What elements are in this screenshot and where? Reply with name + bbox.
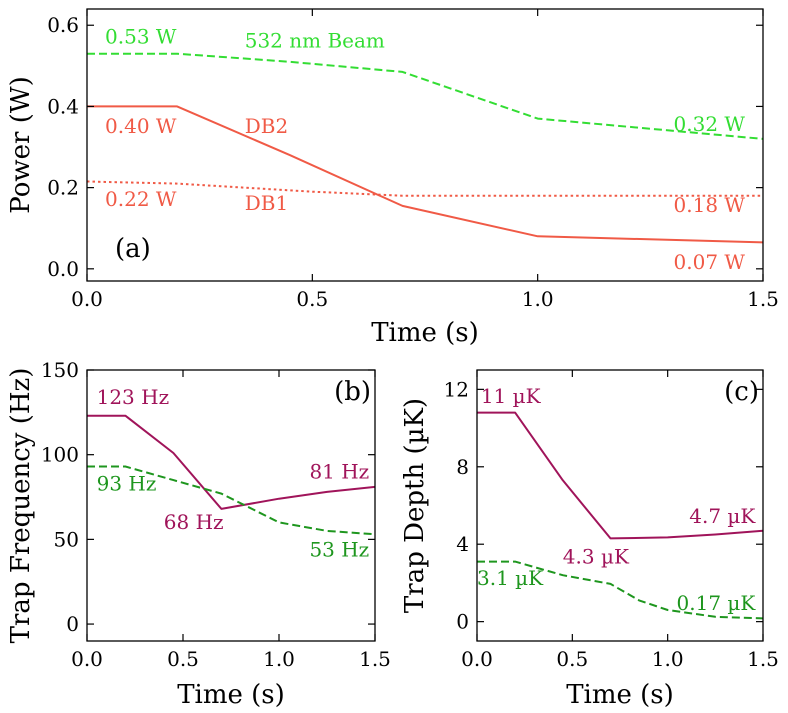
x-tick-label: 0.5 [556,647,588,671]
y-tick-label: 0 [456,610,469,634]
x-tick-label: 1.0 [263,647,295,671]
series-group [87,52,763,244]
panel-label: (a) [115,234,151,264]
annotation-label: 0.17 µK [677,591,757,615]
y-axis-label: Trap Depth (µK) [400,398,430,613]
series-group [477,411,763,620]
annotation-label: DB2 [245,114,288,138]
annotation-label: 81 Hz [309,459,369,483]
x-tick-label: 0.5 [167,647,199,671]
annotation-label: 68 Hz [164,510,224,534]
y-tick-label: 0.2 [47,176,79,200]
y-tick-label: 12 [444,377,469,401]
panel-a: 0.0 0.5 1.0 1.5 0.0 0.2 0.4 0.6 Time (s) Power (W… [6,8,779,348]
x-tick-label: 1.0 [522,287,554,311]
annotation-label: 11 µK [481,384,542,408]
y-tick-label: 50 [54,527,79,551]
annotation-label: 532 nm Beam [245,29,385,53]
x-axis-label: Time (s) [566,680,674,710]
series-line-db1 [87,180,763,197]
x-axis-label: Time (s) [177,680,285,710]
series-line-532-nm-beam [87,52,763,140]
annotation-label: 123 Hz [97,385,170,409]
y-tick-label: 0.6 [47,13,79,37]
x-tick-label: 0.0 [71,647,103,671]
series-line-db [87,414,375,510]
x-tick-label: 0.5 [296,287,328,311]
series-line-db2 [87,105,763,244]
annotation-label: 93 Hz [97,471,157,495]
annotation-label: 3.1 µK [477,566,544,590]
x-tick-label: 0.0 [71,287,103,311]
annotation-label: 53 Hz [309,537,369,561]
annotation-label: 4.3 µK [563,545,630,569]
y-tick-label: 150 [41,358,79,382]
axes-frame [86,8,764,282]
x-tick-label: 1.5 [359,647,391,671]
y-tick-label: 0.4 [47,94,79,118]
panel-c: 0.0 0.5 1.0 1.5 0 4 8 12 Time (s) Trap Depth (µK)… [400,369,779,710]
y-tick-label: 4 [456,532,469,556]
axes-frame [476,369,764,642]
annotation-label: 4.7 µK [689,504,756,528]
panel-label: (c) [724,377,759,407]
annotation-label: 0.40 W [105,114,177,138]
x-axis-label: Time (s) [371,318,479,348]
x-tick-label: 0.0 [461,647,493,671]
x-tick-label: 1.5 [747,287,779,311]
series-line-db [477,411,763,540]
annotation-label: 0.07 W [674,250,746,274]
x-tick-label: 1.5 [747,647,779,671]
annotation-label: 0.53 W [105,25,177,49]
x-tick-label: 1.0 [652,647,684,671]
y-tick-label: 0 [66,612,79,636]
y-axis-label: Trap Frequency (Hz) [6,368,36,644]
y-tick-label: 0.0 [47,257,79,281]
annotation-label: 0.22 W [105,187,177,211]
annotation-label: DB1 [245,191,288,215]
series-group [87,414,375,536]
panel-b: 0.0 0.5 1.0 1.5 0 50 100 150 Time (s) Trap Freque… [6,358,391,710]
y-tick-label: 8 [456,455,469,479]
annotation-label: 0.18 W [674,193,746,217]
y-tick-label: 100 [41,443,79,467]
y-axis-label: Power (W) [6,76,36,213]
series-line-532 [87,465,375,536]
annotation-label: 0.32 W [674,112,746,136]
axes-frame [86,369,376,642]
panel-label: (b) [334,377,371,407]
